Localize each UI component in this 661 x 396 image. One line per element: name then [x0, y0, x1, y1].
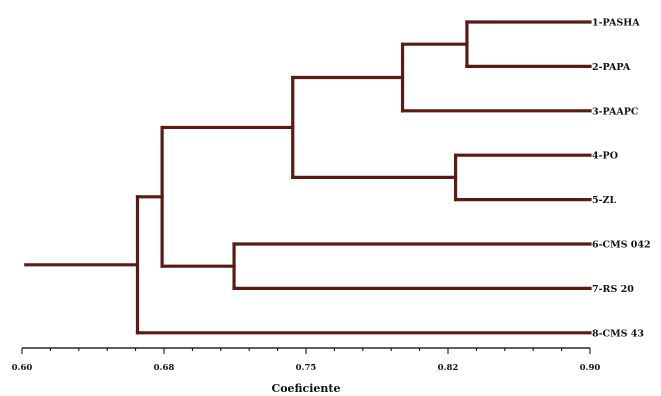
- leaf-label: 7-RS 20: [592, 284, 634, 295]
- leaf-label: 4-PO: [592, 151, 618, 162]
- x-tick-label: 0.90: [580, 363, 601, 373]
- x-tick-label: 0.60: [12, 363, 33, 373]
- x-axis-title: Coeficiente: [271, 382, 340, 395]
- x-axis: 0.60 0.68 0.75 0.82 0.90: [12, 347, 601, 373]
- leaf-label: 6-CMS 042: [592, 240, 651, 251]
- dendrogram-branches: [24, 20, 592, 335]
- leaf-label: 8-CMS 43: [592, 328, 644, 339]
- leaf-label: 2-PAPA: [592, 62, 631, 73]
- leaf-label: 1-PASHA: [592, 18, 640, 29]
- leaf-labels: 1-PASHA 2-PAPA 3-PAAPC 4-PO 5-ZL 6-CMS 042 7-R…: [592, 18, 651, 340]
- x-tick-label: 0.75: [296, 363, 317, 373]
- leaf-label: 3-PAAPC: [592, 106, 639, 117]
- x-tick-label: 0.68: [154, 363, 175, 373]
- leaf-label: 5-ZL: [592, 195, 616, 206]
- x-tick-label: 0.82: [438, 363, 459, 373]
